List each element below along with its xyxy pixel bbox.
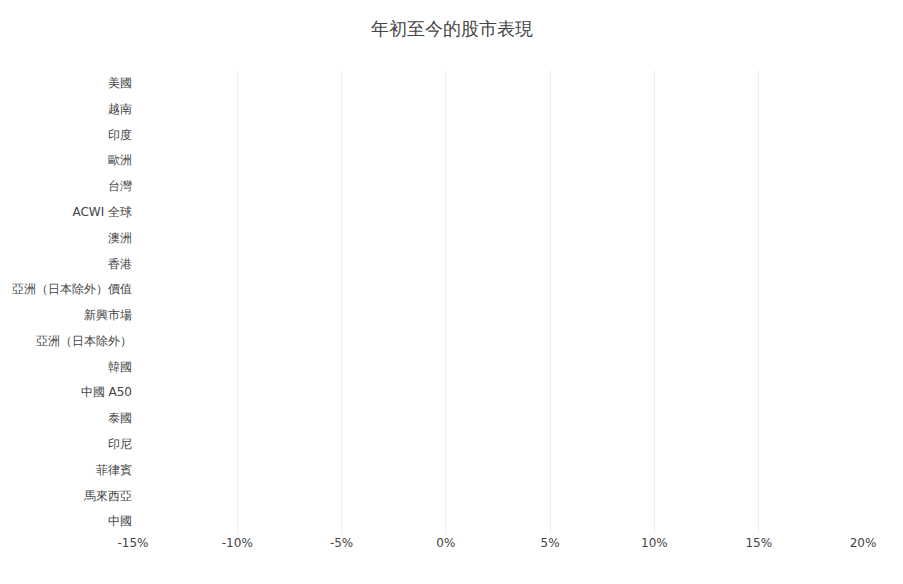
svg-text:中國: 中國	[108, 514, 132, 528]
svg-text:ACWI 全球: ACWI 全球	[72, 205, 132, 219]
svg-text:年初至今的股市表現: 年初至今的股市表現	[371, 18, 533, 39]
svg-text:亞洲（日本除外）價值: 亞洲（日本除外）價值	[12, 282, 132, 296]
svg-text:韓國: 韓國	[108, 360, 132, 374]
svg-text:馬來西亞: 馬來西亞	[83, 489, 132, 503]
svg-text:中國 A50: 中國 A50	[81, 385, 132, 399]
svg-text:5%: 5%	[541, 536, 560, 550]
svg-text:印尼: 印尼	[108, 437, 132, 451]
svg-text:泰國: 泰國	[108, 411, 132, 425]
svg-text:澳洲: 澳洲	[108, 231, 132, 245]
svg-text:新興市場: 新興市場	[84, 308, 132, 322]
svg-text:0%: 0%	[436, 536, 455, 550]
svg-text:歐洲: 歐洲	[108, 153, 132, 167]
svg-text:10%: 10%	[641, 536, 668, 550]
svg-text:-15%: -15%	[117, 536, 148, 550]
svg-text:菲律賓: 菲律賓	[96, 463, 132, 477]
svg-text:美國: 美國	[108, 76, 132, 90]
svg-text:-10%: -10%	[222, 536, 253, 550]
svg-text:20%: 20%	[850, 536, 877, 550]
svg-text:台灣: 台灣	[108, 179, 132, 193]
svg-text:15%: 15%	[745, 536, 772, 550]
svg-text:印度: 印度	[108, 128, 132, 142]
svg-text:亞洲（日本除外）: 亞洲（日本除外）	[36, 334, 132, 348]
svg-text:越南: 越南	[108, 102, 132, 116]
svg-text:香港: 香港	[108, 257, 132, 271]
svg-text:-5%: -5%	[330, 536, 353, 550]
